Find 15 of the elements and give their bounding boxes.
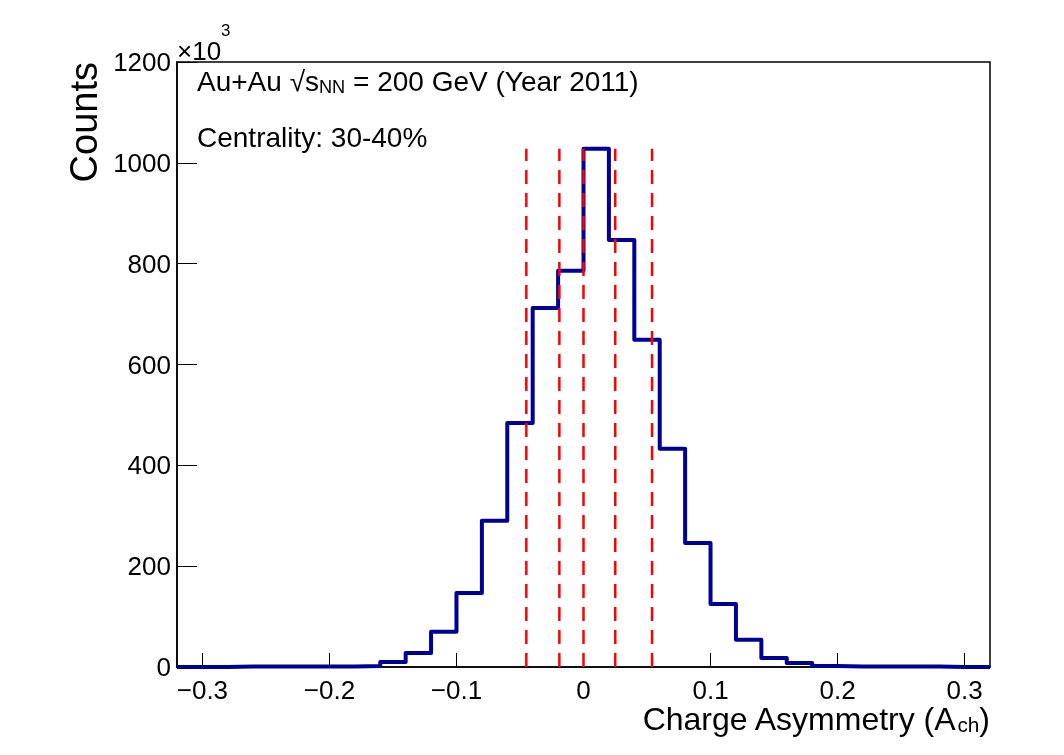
x-tick-label: −0.2 bbox=[303, 675, 356, 705]
y-tick-label: 1200 bbox=[113, 47, 171, 77]
y-tick-label: 1000 bbox=[113, 147, 171, 178]
annotation: Au+Au √sNN = 200 GeV (Year 2011) bbox=[197, 66, 639, 98]
x-tick-label: −0.1 bbox=[430, 675, 483, 705]
x-tick-label: −0.3 bbox=[176, 675, 229, 705]
annotation: ×103 bbox=[177, 21, 231, 66]
y-tick-label: 400 bbox=[127, 450, 171, 481]
y-tick-label: 800 bbox=[127, 248, 171, 279]
y-axis-title: Counts bbox=[62, 62, 105, 183]
y-tick-label: 0 bbox=[156, 652, 171, 682]
y-tick-label: 200 bbox=[127, 551, 171, 582]
x-tick-label: 0 bbox=[576, 675, 591, 705]
y-tick-label: 600 bbox=[127, 349, 171, 380]
annotation: Centrality: 30-40% bbox=[197, 122, 428, 154]
